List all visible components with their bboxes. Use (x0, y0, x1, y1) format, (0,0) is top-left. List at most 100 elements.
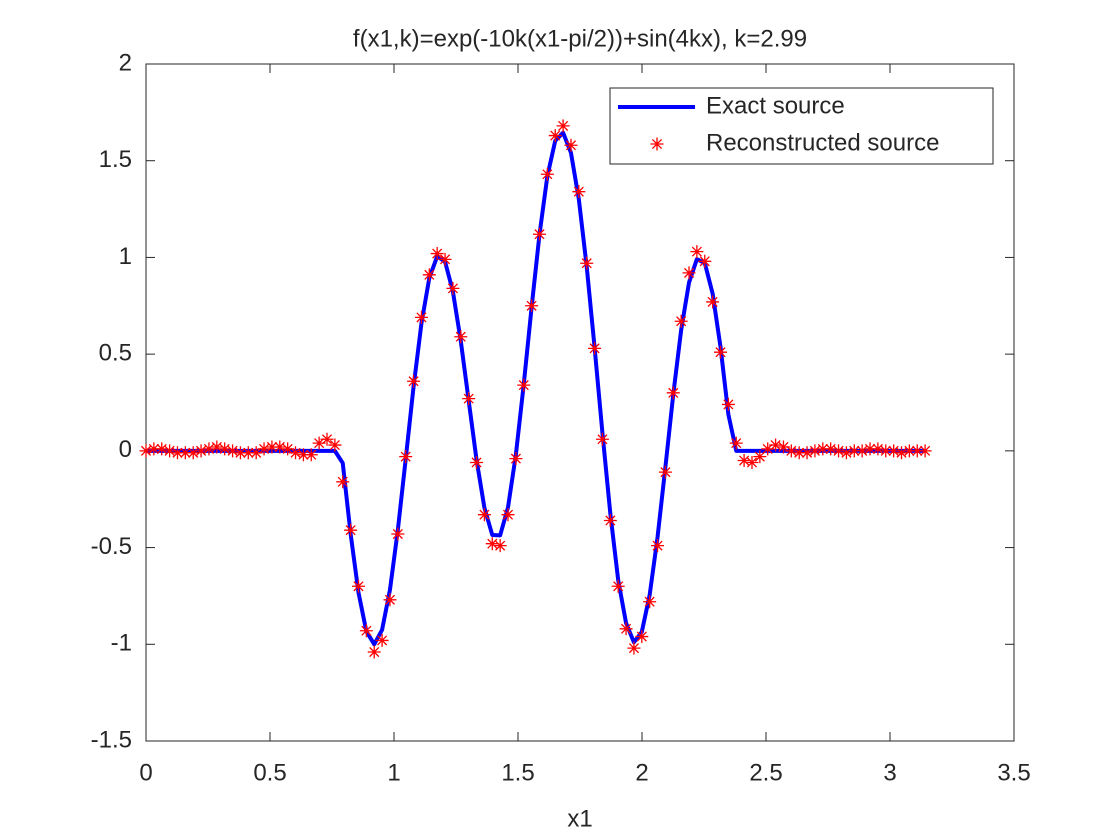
reconstructed-marker (839, 446, 853, 460)
reconstructed-marker (233, 446, 247, 460)
y-tick-label: -1 (111, 630, 132, 657)
reconstructed-marker (462, 392, 476, 406)
y-tick-label: 1.5 (99, 146, 132, 173)
reconstructed-marker (454, 330, 468, 344)
x-tick-label: 1 (387, 759, 400, 786)
x-tick-label: 3 (883, 759, 896, 786)
x-tick-label: 0.5 (253, 759, 286, 786)
reconstructed-marker (170, 446, 184, 460)
reconstructed-marker (391, 527, 405, 541)
reconstructed-marker (627, 641, 641, 655)
reconstructed-marker (273, 440, 287, 454)
reconstructed-marker (745, 455, 759, 469)
reconstructed-marker (666, 386, 680, 400)
reconstructed-marker (501, 508, 515, 522)
y-tick-label: -1.5 (91, 726, 132, 753)
reconstructed-marker (540, 167, 554, 181)
reconstructed-marker (257, 442, 271, 456)
reconstructed-marker (414, 310, 428, 324)
reconstructed-marker (249, 446, 263, 460)
legend-label: Reconstructed source (706, 129, 939, 156)
reconstructed-marker (430, 247, 444, 261)
reconstructed-marker (178, 446, 192, 460)
reconstructed-marker (603, 513, 617, 527)
reconstructed-marker (776, 440, 790, 454)
reconstructed-marker (226, 444, 240, 458)
reconstructed-marker (202, 442, 216, 456)
x-tick-label: 2 (635, 759, 648, 786)
reconstructed-marker (312, 436, 326, 450)
reconstructed-marker (477, 508, 491, 522)
x-tick-label: 3.5 (997, 759, 1030, 786)
legend-box (609, 87, 994, 165)
reconstructed-marker (241, 446, 255, 460)
reconstructed-marker (147, 442, 161, 456)
x-tick-label: 2.5 (749, 759, 782, 786)
legend-label: Exact source (706, 92, 845, 119)
chart-title: f(x1,k)=exp(-10k(x1-pi/2))+sin(4kx), k=2… (353, 25, 807, 52)
reconstructed-marker (721, 397, 735, 411)
reconstructed-marker (784, 444, 798, 458)
reconstructed-marker (753, 450, 767, 464)
reconstructed-marker (832, 444, 846, 458)
reconstructed-marker (611, 579, 625, 593)
reconstructed-marker (351, 579, 365, 593)
y-tick-label: -0.5 (91, 533, 132, 560)
reconstructed-marker (895, 446, 909, 460)
reconstructed-marker (533, 227, 547, 241)
reconstructed-marker (446, 281, 460, 295)
reconstructed-marker (635, 630, 649, 644)
reconstructed-marker (879, 444, 893, 458)
reconstructed-marker (737, 454, 751, 468)
reconstructed-marker (281, 442, 295, 456)
reconstructed-marker (816, 442, 830, 456)
reconstructed-marker (769, 438, 783, 452)
reconstructed-marker (163, 444, 177, 458)
reconstructed-marker (572, 185, 586, 199)
reconstructed-marker (509, 452, 523, 466)
legend: Exact source Reconstructed source (609, 87, 994, 165)
reconstructed-marker (383, 593, 397, 607)
reconstructed-marker (438, 252, 452, 266)
reconstructed-marker (698, 254, 712, 268)
reconstructed-marker (564, 138, 578, 152)
reconstructed-marker (470, 455, 484, 469)
reconstructed-marker (359, 624, 373, 638)
reconstructed-marker (800, 446, 814, 460)
reconstructed-marker (517, 378, 531, 392)
reconstructed-marker (808, 444, 822, 458)
reconstructed-marker (367, 645, 381, 659)
reconstructed-marker (863, 442, 877, 456)
reconstructed-marker (320, 432, 334, 446)
reconstructed-marker (485, 537, 499, 551)
reconstructed-marker (556, 119, 570, 133)
reconstructed-marker (407, 374, 421, 388)
y-tick-label: 2 (119, 49, 132, 76)
x-axis-label: x1 (567, 805, 592, 832)
reconstructed-marker (155, 442, 169, 456)
reconstructed-marker (690, 245, 704, 259)
reconstructed-marker (902, 444, 916, 458)
reconstructed-marker (588, 341, 602, 355)
reconstructed-marker (218, 442, 232, 456)
legend-marker (650, 137, 664, 151)
reconstructed-marker (674, 314, 688, 328)
reconstructed-marker (336, 475, 350, 489)
reconstructed-marker (580, 256, 594, 270)
reconstructed-marker (682, 266, 696, 280)
reconstructed-marker (186, 446, 200, 460)
x-tick-label: 0 (139, 759, 152, 786)
reconstructed-marker (643, 595, 657, 609)
reconstructed-marker (729, 436, 743, 450)
axes-box (145, 63, 1015, 742)
reconstructed-marker (619, 622, 633, 636)
x-tick-label: 1.5 (501, 759, 534, 786)
reconstructed-marker (918, 444, 932, 458)
reconstructed-marker (595, 432, 609, 446)
y-tick-label: 0 (119, 436, 132, 463)
reconstructed-marker (713, 345, 727, 359)
reconstructed-marker (194, 444, 208, 458)
plot-area (146, 64, 1014, 741)
y-tick-label: 1 (119, 243, 132, 270)
